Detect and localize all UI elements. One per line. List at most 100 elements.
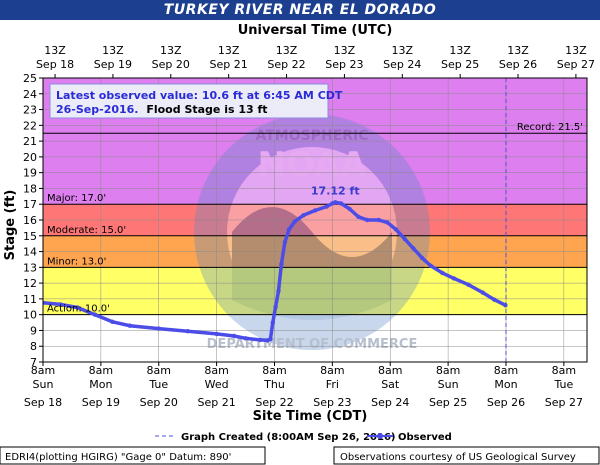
bottom-tick-date: Sep 26 [487,396,525,409]
observed-point [385,220,390,225]
observed-point [333,200,338,205]
observed-point [402,236,407,242]
observed-point [185,329,190,334]
y-tick-label: 17 [23,198,37,211]
y-tick-label: 21 [23,135,37,148]
observed-point [276,288,281,294]
info-line-1: Latest observed value: 10.6 ft at 6:45 A… [56,89,343,102]
minor-band [43,267,587,315]
top-tick-time: 13Z [102,44,124,57]
y-tick-label: 15 [23,230,37,243]
observed-point [92,312,98,317]
bottom-tick-day: Tue [148,378,168,391]
threshold-labels: Record: 21.5' Major: 17.0' Moderate: 15.0'… [47,122,583,314]
observed-point [347,206,352,212]
bottom-tick-date: Sep 21 [197,396,235,409]
observed-point [75,305,80,310]
observed-point [324,204,329,209]
y-tick-label: 7 [30,356,37,369]
legend: Graph Created (8:00AM Sep 26, 2016) Obse… [155,432,452,443]
y-axis-title: Stage (ft) [3,190,18,261]
bottom-tick-time: 8am [436,364,460,377]
top-tick-date: Sep 20 [152,58,190,71]
top-tick-time: 13Z [160,44,182,57]
bottom-tick-day: Mon [494,378,517,391]
observed-point [292,219,297,224]
y-tick-label: 9 [30,324,37,337]
threshold-lines [43,132,587,316]
top-tick-date: Sep 26 [499,58,537,71]
observed-point [376,217,381,223]
bottom-tick-time: 8am [378,364,402,377]
observed-point [110,319,115,324]
bottom-tick-date: Sep 27 [545,396,583,409]
top-tick-time: 13Z [334,44,356,57]
top-tick-date: Sep 21 [210,58,248,71]
observed-point [243,336,248,341]
svg-text:ATMOSPHERIC: ATMOSPHERIC [255,128,368,144]
observed-point [492,297,497,302]
threshold-label: Action: 10.0' [47,304,110,315]
bottom-tick-date: Sep 18 [24,396,62,409]
footer-datum: EDRI4(plotting HGIRG) "Gage 0" Datum: 89… [5,452,231,463]
top-axis-title: Universal Time (UTC) [238,23,393,38]
y-tick-labels: 7 8 9 10 11 12 13 14 15 16 17 18 19 20 21 22 23 24 25 [23,72,43,369]
top-tick-time: 13Z [507,44,529,57]
top-tick-date: Sep 27 [557,58,595,71]
bottom-tick-time: 8am [89,364,113,377]
top-tick-time: 13Z [449,44,471,57]
observed-point [338,201,344,206]
y-tick-label: 22 [23,119,37,132]
footer: EDRI4(plotting HGIRG) "Gage 0" Datum: 89… [0,446,600,465]
y-tick-label: 14 [23,246,37,259]
peak-label: 17.12 ft [311,184,360,197]
chart-title: TURKEY RIVER NEAR EL DORADO [163,2,437,18]
bottom-tick-date: Sep 20 [140,396,178,409]
bottom-tick-time: 8am [494,364,518,377]
observed-point [451,276,457,281]
top-tick-date: Sep 18 [36,58,74,71]
info-flood-stage: Flood Stage is 13 ft [146,103,267,116]
bottom-tick-day: Fri [326,378,339,391]
top-tick-date: Sep 25 [441,58,479,71]
info-box: Latest observed value: 10.6 ft at 6:45 A… [49,83,343,119]
footer-credit: Observations courtesy of US Geological S… [340,452,576,463]
observed-points [43,200,508,343]
observed-point [156,326,161,331]
observed-point [411,246,416,251]
observed-point [43,300,46,305]
y-tick-label: 18 [23,182,37,195]
y-tick-label: 13 [23,261,37,274]
top-tick-date: Sep 24 [383,58,421,71]
threshold-label: Record: 21.5' [517,122,583,133]
observed-point [312,208,318,213]
bottom-tick-date: Sep 19 [82,396,120,409]
threshold-label: Major: 17.0' [47,193,106,204]
bottom-tick-day: Sun [33,378,54,391]
bottom-tick-time: 8am [262,364,286,377]
y-tick-label: 11 [23,293,37,306]
threshold-label: Minor: 13.0' [47,256,106,267]
y-tick-label: 19 [23,167,37,180]
top-tick-date: Sep 22 [267,58,305,71]
observed-point [419,255,425,261]
y-tick-label: 23 [23,104,37,117]
observed-point [393,227,399,232]
bottom-axis-title: Site Time (CDT) [253,409,368,424]
info-date: 26-Sep-2016. [56,103,139,116]
top-tick-date: Sep 19 [94,58,132,71]
top-tick-time: 13Z [392,44,414,57]
observed-point [273,304,278,309]
legend-observed-marker [377,433,383,439]
y-tick-label: 16 [23,214,37,227]
observed-point [440,270,445,276]
bottom-tick-time: 8am [204,364,228,377]
bottom-tick-date: Sep 24 [371,396,409,409]
observed-point [279,262,284,267]
observed-point [127,323,132,328]
observed-point [257,337,263,343]
bottom-tick-time: 8am [147,364,171,377]
top-tick-time: 13Z [44,44,66,57]
